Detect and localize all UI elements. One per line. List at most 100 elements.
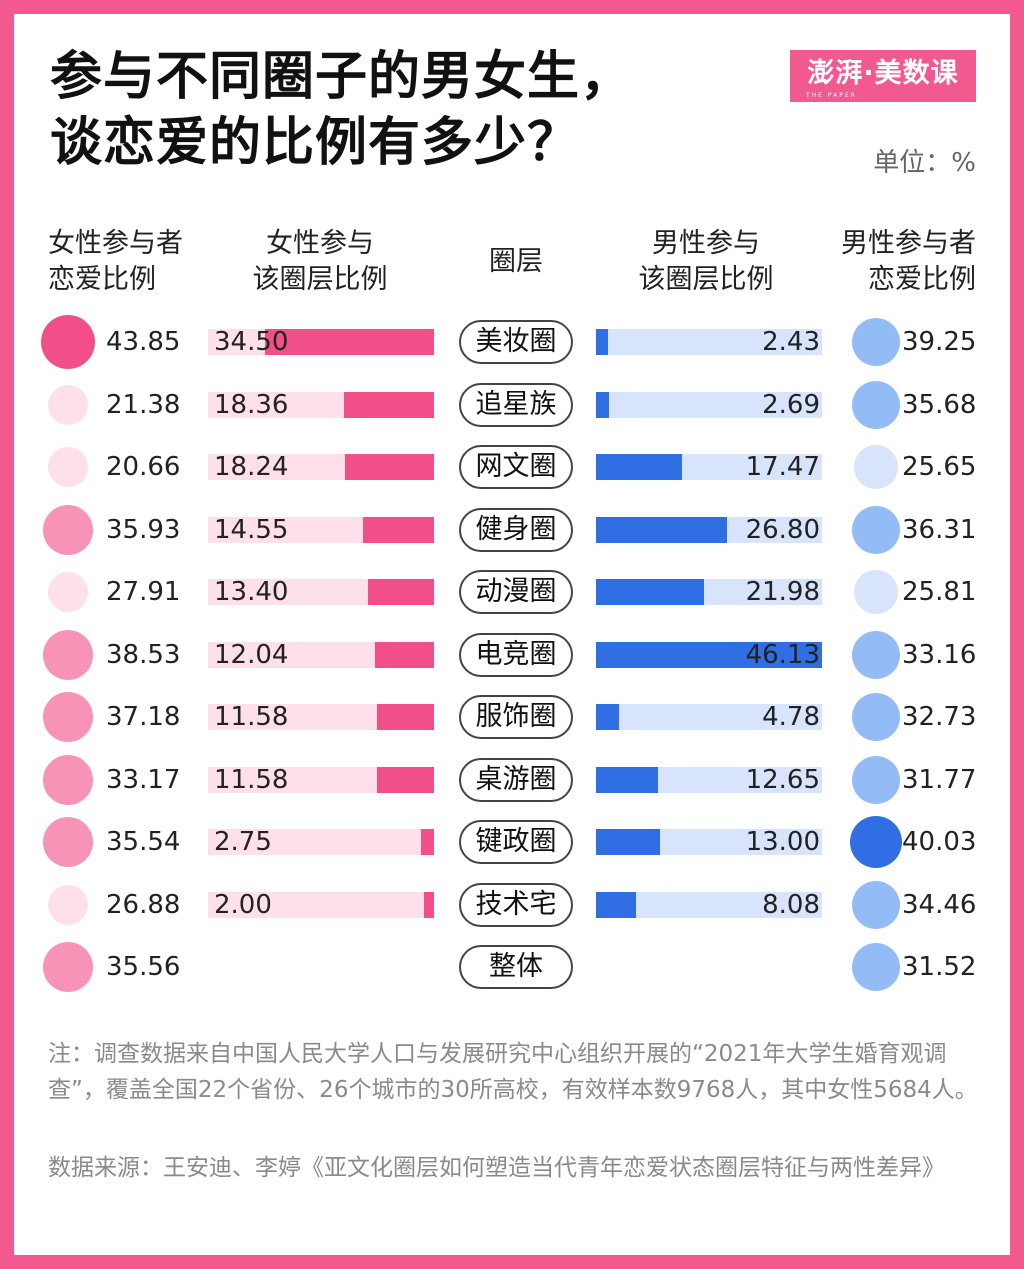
female-love-circle bbox=[48, 572, 88, 612]
circle-label-pill: 健身圈 bbox=[459, 507, 573, 552]
circle-label-pill: 桌游圈 bbox=[459, 757, 573, 802]
male-part-value: 17.47 bbox=[745, 452, 820, 482]
unit-label: 单位：% bbox=[873, 148, 976, 178]
circle-label-pill: 电竞圈 bbox=[459, 632, 573, 677]
female-love-value: 43.85 bbox=[106, 327, 181, 357]
female-love-value: 38.53 bbox=[106, 639, 181, 670]
female-love-circle bbox=[48, 884, 88, 925]
female-part-value: 18.24 bbox=[214, 452, 289, 482]
chart-title: 参与不同圈子的男女生， 谈恋爱的比例有多少？ bbox=[50, 44, 633, 176]
data-source: 数据来源：王安迪、李婷《亚文化圈层如何塑造当代青年恋爱状态圈层特征与两性差异》 bbox=[48, 1155, 945, 1181]
female-part-bar bbox=[420, 829, 434, 855]
brand-logo: 澎湃·美数课 bbox=[790, 50, 976, 102]
male-love-circle bbox=[852, 943, 900, 991]
female-love-value: 20.66 bbox=[106, 452, 181, 482]
female-part-bar bbox=[362, 516, 434, 543]
female-part-bar-track bbox=[208, 891, 434, 918]
male-part-bar bbox=[596, 704, 620, 730]
male-love-value: 35.68 bbox=[902, 389, 977, 420]
male-love-value: 36.31 bbox=[902, 514, 977, 545]
male-part-bar-track bbox=[596, 391, 822, 418]
female-part-value: 11.58 bbox=[214, 764, 289, 795]
female-part-value: 13.40 bbox=[214, 577, 289, 607]
male-part-bar bbox=[596, 329, 608, 355]
female-part-value: 34.50 bbox=[214, 327, 289, 357]
male-part-value: 46.13 bbox=[745, 639, 820, 670]
male-part-bar bbox=[596, 829, 660, 855]
male-part-value: 12.65 bbox=[745, 764, 820, 795]
male-part-value: 21.98 bbox=[745, 577, 820, 607]
male-part-bar bbox=[596, 891, 636, 918]
male-part-bar bbox=[596, 641, 822, 668]
male-love-value: 34.46 bbox=[902, 889, 977, 920]
male-love-value: 40.03 bbox=[902, 827, 977, 857]
female-love-value: 26.88 bbox=[106, 889, 181, 920]
title-line-2: 谈恋爱的比例有多少？ bbox=[50, 113, 581, 173]
male-love-value: 25.65 bbox=[902, 452, 977, 482]
male-love-value: 31.77 bbox=[902, 764, 977, 795]
circle-label-pill: 服饰圈 bbox=[459, 695, 573, 739]
title-line-1: 参与不同圈子的男女生， bbox=[50, 47, 634, 107]
circle-label-pill: 键政圈 bbox=[459, 820, 573, 864]
female-love-circle bbox=[43, 629, 93, 680]
female-part-bar bbox=[377, 704, 434, 730]
male-part-bar bbox=[596, 579, 704, 605]
male-part-value: 26.80 bbox=[745, 514, 820, 545]
male-love-circle bbox=[850, 816, 902, 868]
header-circle: 圈层 bbox=[489, 246, 543, 277]
male-love-circle bbox=[852, 318, 900, 366]
circle-label-pill: 动漫圈 bbox=[459, 570, 573, 614]
male-love-circle bbox=[854, 570, 898, 614]
female-love-value: 35.54 bbox=[106, 827, 181, 857]
female-part-bar-track bbox=[208, 829, 434, 855]
footnote: 注：调查数据来自中国人民大学人口与发展研究中心组织开展的“2021年大学生婚育观… bbox=[48, 1041, 978, 1103]
female-love-circle bbox=[43, 504, 93, 555]
male-part-value: 4.78 bbox=[762, 702, 820, 732]
female-part-bar bbox=[424, 891, 434, 918]
male-part-bar bbox=[596, 454, 682, 480]
female-part-value: 11.58 bbox=[214, 702, 289, 732]
female-love-value: 35.93 bbox=[106, 514, 181, 545]
male-love-value: 39.25 bbox=[902, 327, 977, 357]
circle-label-pill: 网文圈 bbox=[459, 445, 573, 489]
male-love-value: 33.16 bbox=[902, 639, 977, 670]
male-love-value: 32.73 bbox=[902, 702, 977, 732]
header-male-love: 男性参与者 恋爱比例 bbox=[841, 228, 976, 295]
male-love-circle bbox=[852, 755, 900, 804]
female-love-value: 35.56 bbox=[106, 952, 181, 982]
female-part-bar bbox=[344, 454, 434, 480]
male-love-value: 25.81 bbox=[902, 577, 977, 607]
male-love-circle bbox=[852, 380, 900, 429]
male-love-circle bbox=[854, 445, 898, 489]
male-part-value: 13.00 bbox=[745, 827, 820, 857]
male-love-circle bbox=[852, 693, 900, 741]
female-love-circle bbox=[43, 817, 93, 867]
brand-logo-subtitle: THE PAPER bbox=[806, 92, 857, 99]
male-part-value: 8.08 bbox=[762, 889, 820, 920]
male-love-circle bbox=[852, 505, 900, 554]
female-love-value: 21.38 bbox=[106, 389, 181, 420]
header-male-part: 男性参与 该圈层比例 bbox=[638, 228, 774, 295]
male-part-value: 2.43 bbox=[762, 327, 820, 357]
female-love-circle bbox=[43, 942, 93, 992]
female-love-circle bbox=[43, 692, 93, 742]
male-love-value: 31.52 bbox=[902, 952, 977, 982]
male-part-bar bbox=[596, 516, 728, 543]
circle-label-pill: 追星族 bbox=[459, 382, 573, 427]
male-part-bar-track bbox=[596, 704, 822, 730]
circle-label-pill: 技术宅 bbox=[459, 882, 573, 927]
female-love-circle bbox=[48, 384, 88, 425]
male-love-circle bbox=[852, 630, 900, 679]
female-love-value: 33.17 bbox=[106, 764, 181, 795]
male-part-bar bbox=[596, 766, 658, 793]
header-female-part: 女性参与 该圈层比例 bbox=[252, 228, 388, 295]
female-part-value: 14.55 bbox=[214, 514, 289, 545]
female-love-circle bbox=[41, 315, 95, 369]
male-love-circle bbox=[852, 880, 900, 929]
female-love-circle bbox=[43, 754, 93, 805]
female-part-value: 12.04 bbox=[214, 639, 289, 670]
male-part-bar bbox=[596, 391, 610, 418]
female-part-value: 2.75 bbox=[214, 827, 272, 857]
female-part-value: 18.36 bbox=[214, 389, 289, 420]
female-part-value: 2.00 bbox=[214, 889, 272, 920]
